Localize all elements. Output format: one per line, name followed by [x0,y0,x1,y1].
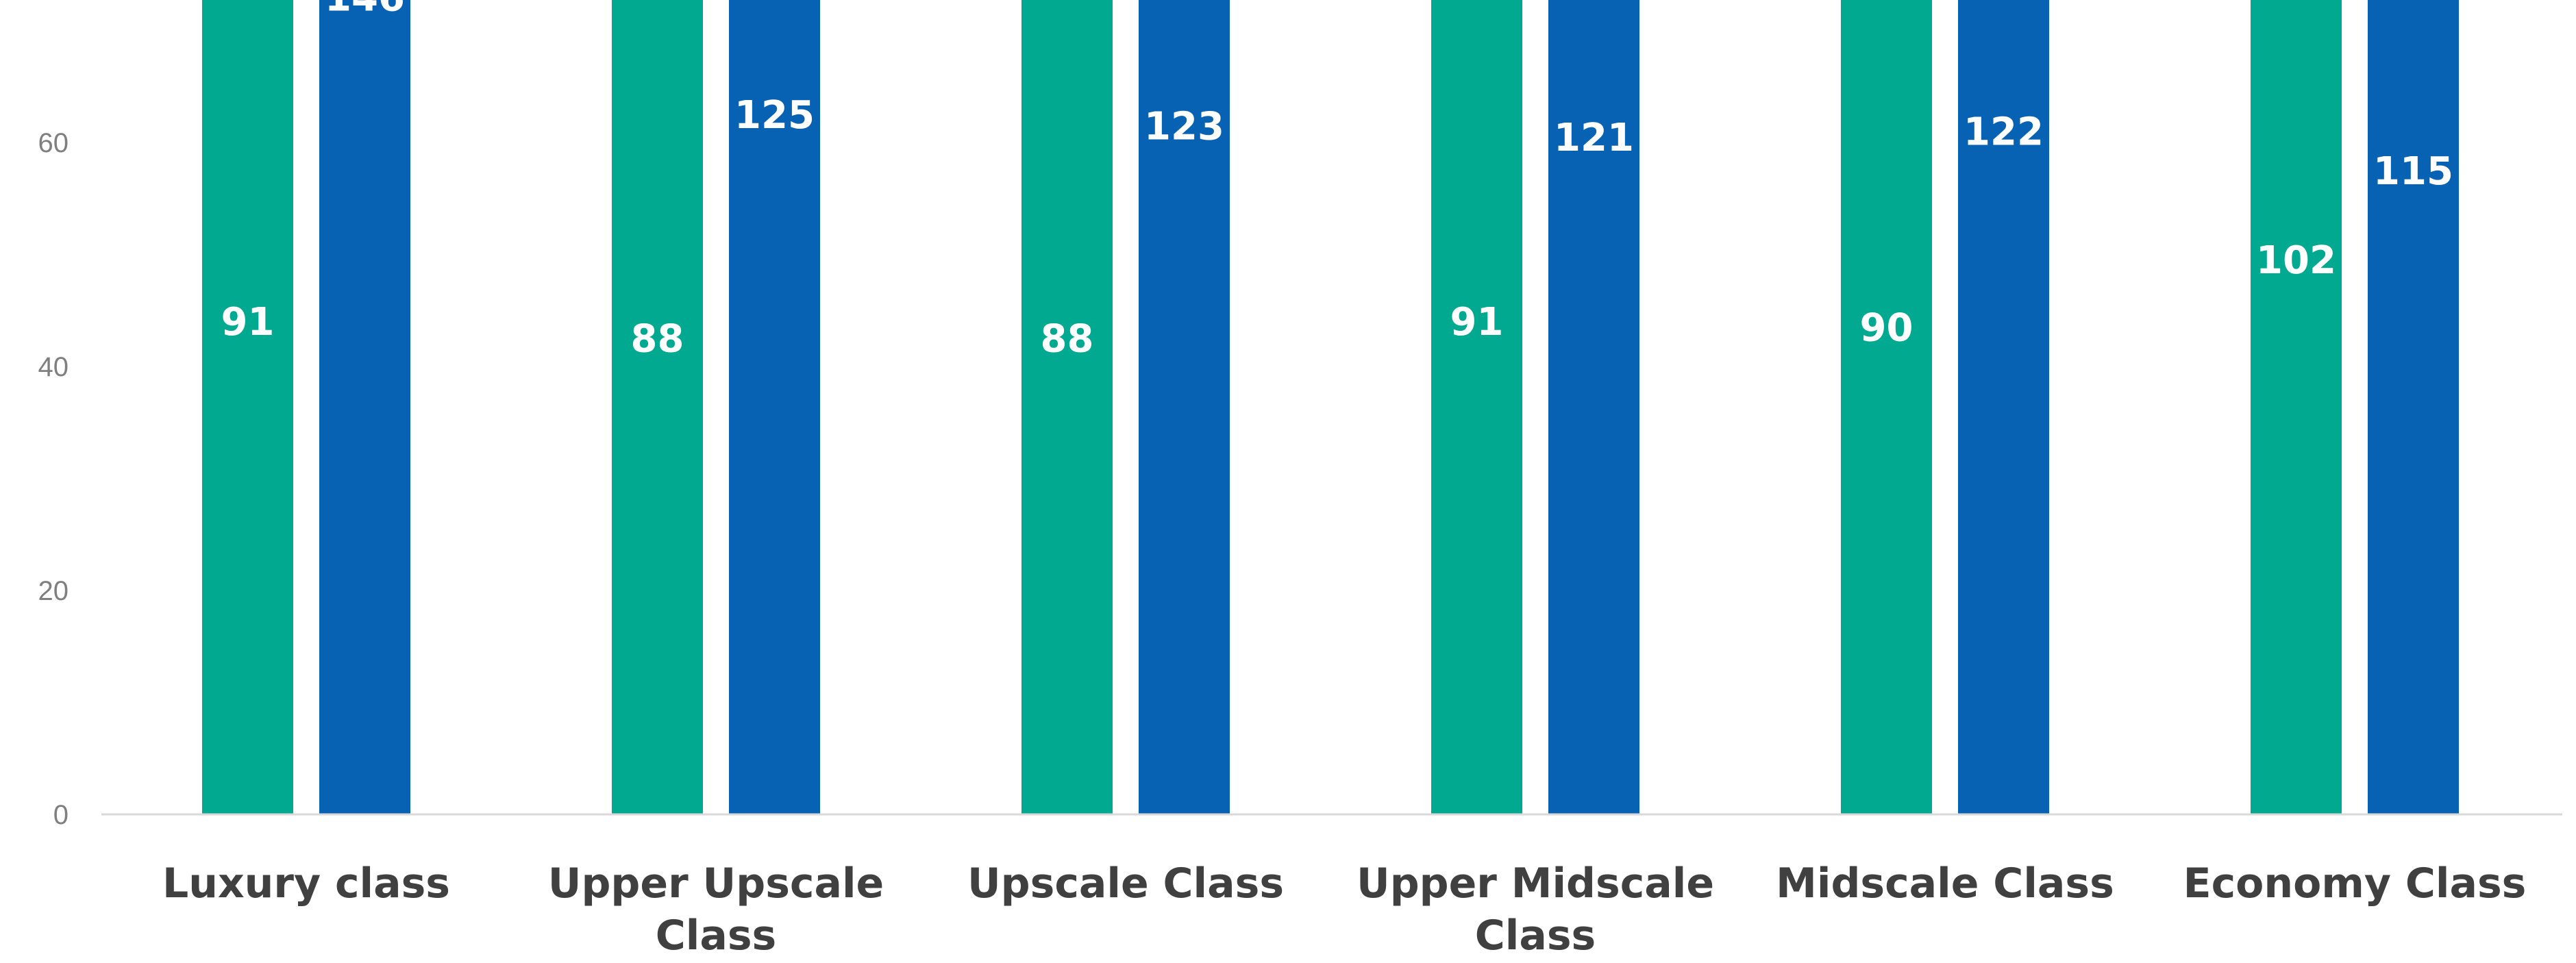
bar-series-1 [612,0,703,815]
y-tick-label: 60 [38,128,69,158]
category-label: Upper Midscale [1357,860,1714,908]
y-tick-label: 40 [38,352,69,382]
bar-series-2 [1139,0,1230,815]
data-label: 102 [2256,238,2336,283]
data-label: 122 [1964,110,2044,155]
y-tick-label: 20 [38,576,69,606]
category-label: Class [1475,912,1596,960]
bars [202,0,2459,815]
data-label: 91 [221,300,275,345]
data-label: 115 [2373,149,2453,194]
data-label: 123 [1144,104,1224,149]
data-label: 88 [1041,317,1094,362]
bar-series-2 [729,0,820,814]
data-label: 90 [1860,305,1914,350]
data-labels: 91 146 88 125 88 123 91 121 90 122 102 115 [221,0,2453,362]
bar-series-1 [1021,0,1113,815]
category-label: Upper Upscale [548,860,884,908]
data-label: 91 [1450,300,1504,345]
y-axis-ticks: 020406080100120140 [38,128,69,830]
category-label: Luxury class [162,860,450,908]
data-label: 121 [1554,116,1634,160]
data-label: 125 [734,93,815,138]
y-tick-label: 0 [53,800,69,830]
category-label: Class [656,912,777,960]
data-label: 146 [325,0,405,20]
category-label: Upscale Class [967,860,1284,908]
data-label: 88 [631,317,684,362]
bar-series-1 [202,0,293,814]
bar-series-1 [1431,0,1522,814]
category-label: Economy Class [2183,860,2527,908]
bar-series-2 [319,0,410,815]
category-label: Midscale Class [1776,860,2114,908]
bar-series-2 [2368,0,2459,814]
bar-series-1 [1841,0,1932,814]
bar-series-2 [1958,0,2049,814]
bar-series-1 [2251,0,2342,814]
bar-series-2 [1548,0,1639,814]
